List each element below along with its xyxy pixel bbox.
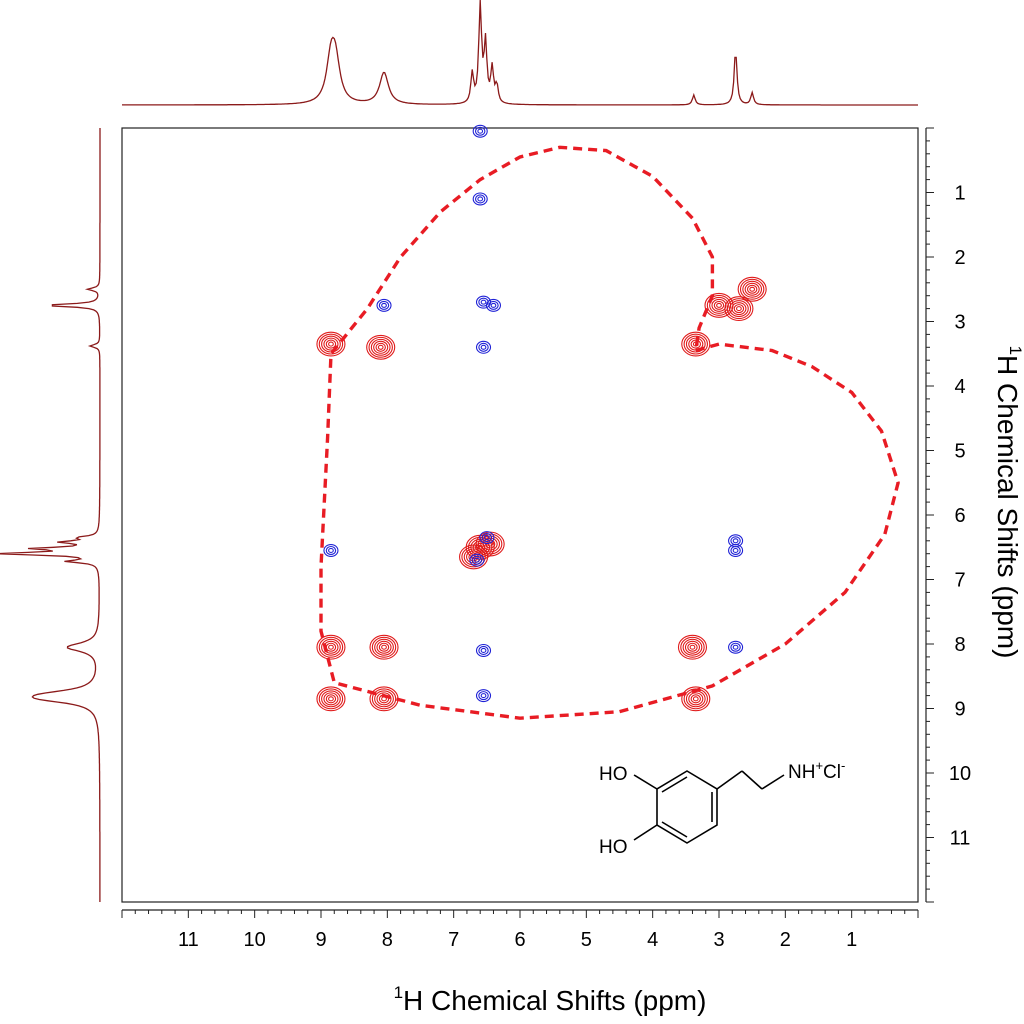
y-tick-label: 10: [949, 763, 971, 785]
y-tick-label: 6: [954, 505, 965, 527]
negative-cross-peak: [475, 643, 492, 657]
y-axis-title: 1H Chemical Shifts (ppm): [992, 346, 1024, 659]
x-axis-title: 1H Chemical Shifts (ppm): [394, 983, 707, 1016]
x-tick-label: 6: [514, 929, 525, 951]
y-tick-label: 4: [954, 376, 965, 398]
amine-label: NH+Cl-: [788, 758, 845, 783]
negative-cross-peak: [475, 340, 492, 354]
positive-cross-peak: [704, 292, 734, 318]
x-tick-label: 1: [846, 929, 857, 951]
positive-cross-peak: [369, 634, 399, 660]
positive-cross-peak: [677, 634, 708, 660]
x-tick-label: 3: [713, 929, 724, 951]
y-tick-label: 1: [954, 183, 965, 205]
x-tick-label: 7: [448, 929, 459, 951]
x-tick-label: 11: [178, 929, 199, 951]
hydroxyl-label-top: HO: [599, 764, 628, 785]
negative-cross-peak: [376, 298, 392, 312]
positive-cross-peak: [459, 544, 489, 570]
y-tick-label: 11: [950, 828, 971, 850]
positive-cross-peak: [316, 331, 346, 357]
left-projection-spectrum: [0, 128, 101, 902]
y-axis: 1 2 3 4 5 6 7 8 9 10 11: [925, 127, 971, 903]
negative-cross-peak: [472, 124, 488, 138]
y-tick-label: 5: [954, 441, 965, 463]
y-tick-label: 7: [954, 570, 965, 592]
negative-cross-peak: [728, 640, 744, 654]
x-axis: 11 10 9 8 7 6 5 4 3 2 1: [121, 909, 919, 951]
y-tick-label: 2: [954, 247, 965, 269]
positive-cross-peak: [316, 686, 346, 712]
x-tick-label: 9: [315, 929, 326, 951]
hydroxyl-label-bottom: HO: [599, 837, 628, 858]
negative-cross-peak: [472, 192, 488, 206]
negative-cross-peak: [479, 531, 495, 545]
x-tick-label: 10: [244, 929, 266, 951]
heart-annotation: [319, 145, 900, 720]
plot-frame: [121, 127, 919, 903]
molecule-structure: HO HO NH+Cl-: [599, 758, 845, 858]
y-tick-label: 3: [954, 312, 965, 334]
negative-cross-peak: [475, 689, 492, 703]
molecule-bonds: [633, 770, 785, 844]
x-tick-label: 5: [581, 929, 592, 951]
positive-cross-peak: [737, 276, 767, 302]
x-tick-label: 8: [382, 929, 393, 951]
negative-cross-peak: [485, 298, 502, 312]
x-tick-label: 4: [647, 929, 658, 951]
y-tick-label: 9: [954, 699, 965, 721]
x-tick-label: 2: [780, 929, 791, 951]
negative-cross-peak: [323, 543, 339, 557]
positive-cross-peak: [366, 334, 396, 360]
top-projection-spectrum: [122, 0, 918, 106]
negative-cross-peak: [728, 534, 744, 548]
y-tick-label: 8: [954, 634, 965, 656]
negative-cross-peak: [469, 553, 485, 567]
